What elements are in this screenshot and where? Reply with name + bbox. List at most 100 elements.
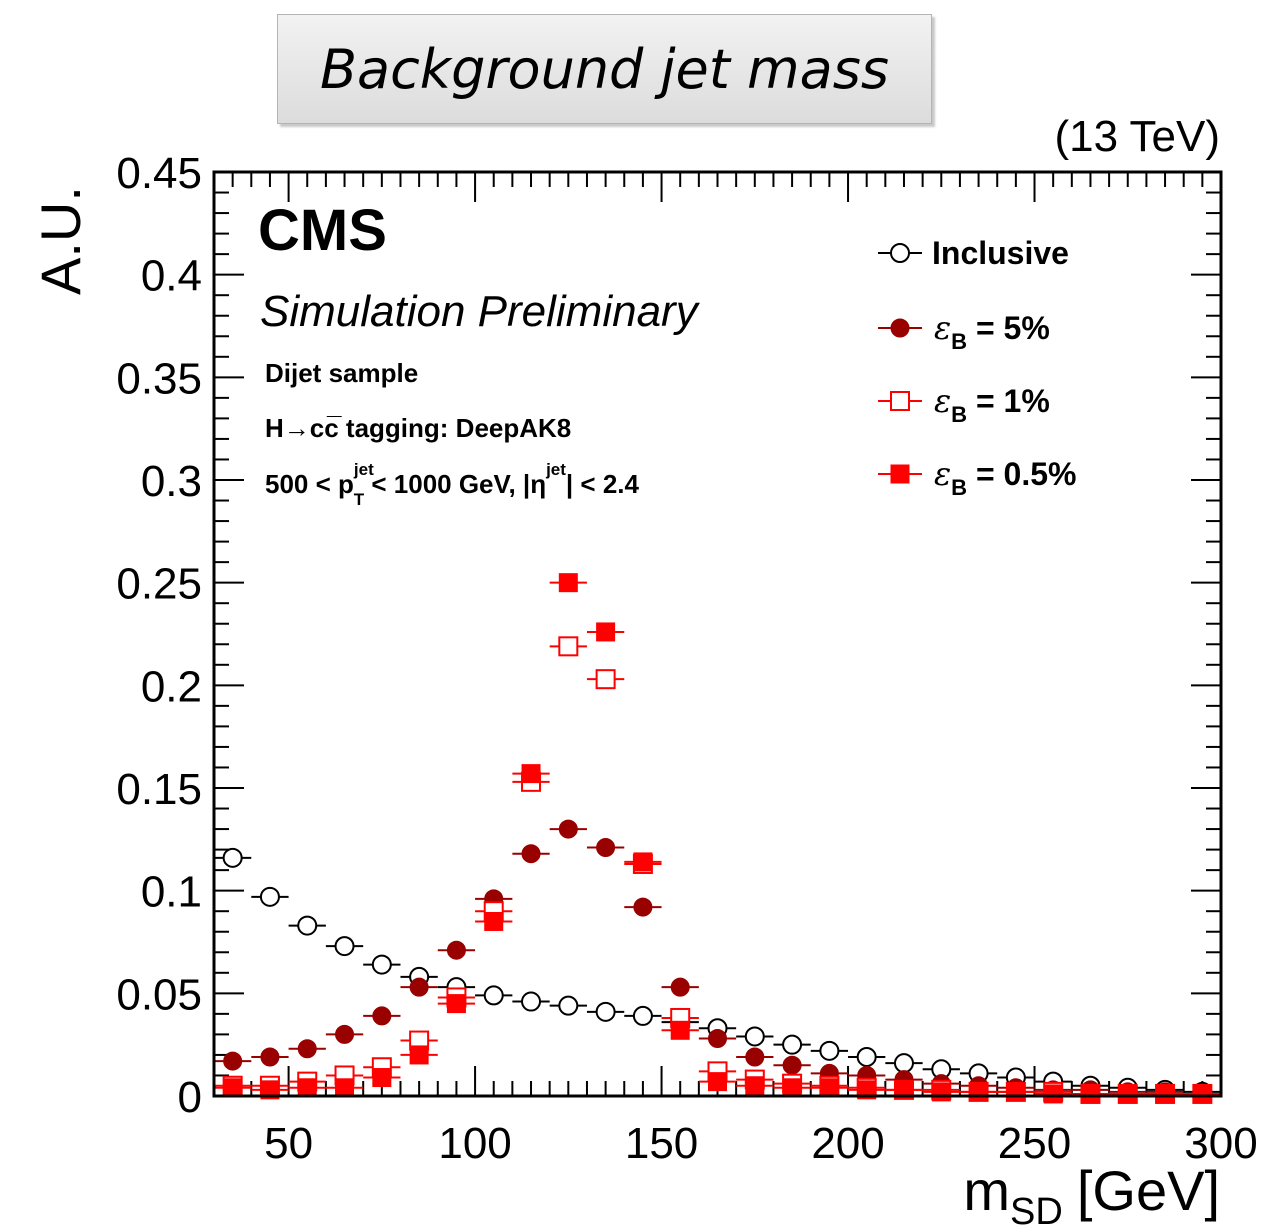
data-point <box>969 1082 989 1102</box>
x-axis-title: mSD [GeV] <box>963 1159 1220 1231</box>
data-point <box>372 1006 392 1026</box>
data-points <box>214 573 1221 1104</box>
data-point <box>1080 1084 1100 1104</box>
data-point <box>595 1001 616 1022</box>
data-point <box>708 1029 727 1049</box>
data-point <box>372 1068 392 1088</box>
series-1 <box>214 819 1221 1104</box>
legend: Inclusive εB = 5% εB = 1% εB = 0.5% <box>878 235 1076 500</box>
x-tick-label: 50 <box>264 1119 313 1168</box>
data-point <box>1192 1084 1212 1104</box>
legend-label: εB = 5% <box>934 309 1050 354</box>
data-point <box>856 1046 877 1067</box>
y-tick-label: 0.15 <box>116 765 202 814</box>
data-point <box>1118 1084 1138 1104</box>
data-point <box>260 1080 280 1100</box>
data-point <box>446 994 466 1014</box>
data-point <box>633 897 653 917</box>
x-tick-label: 150 <box>625 1119 698 1168</box>
chart-title: Background jet mass <box>319 37 890 101</box>
legend-item: Inclusive <box>878 235 1069 271</box>
data-point <box>446 940 466 960</box>
data-point <box>745 1076 765 1096</box>
legend-label: Inclusive <box>932 235 1069 271</box>
x-tick-label: 200 <box>811 1119 884 1168</box>
data-point <box>334 936 355 957</box>
simulation-label: Simulation Preliminary <box>260 287 701 336</box>
data-point <box>335 1024 355 1044</box>
legend-marker <box>890 464 910 484</box>
y-tick-label: 0.1 <box>141 868 202 917</box>
data-point <box>484 911 504 931</box>
data-point <box>558 995 579 1016</box>
energy-label: (13 TeV) <box>1054 112 1221 161</box>
data-point <box>409 1045 429 1065</box>
data-point <box>521 844 541 864</box>
legend-item: εB = 5% <box>878 309 1050 354</box>
data-point <box>670 1020 690 1040</box>
data-point <box>708 1072 727 1092</box>
series-3 <box>214 573 1221 1104</box>
y-tick-label: 0.25 <box>116 560 202 609</box>
legend-label: εB = 1% <box>934 382 1050 427</box>
y-axis-title: A.U. <box>29 186 92 295</box>
data-point <box>260 1047 280 1067</box>
data-point <box>371 954 392 975</box>
data-point <box>297 1078 317 1098</box>
x-tick-label: 300 <box>1184 1119 1257 1168</box>
data-point <box>409 977 429 997</box>
y-tick-label: 0.2 <box>141 662 202 711</box>
legend-label: εB = 0.5% <box>934 455 1076 500</box>
data-point <box>670 977 690 997</box>
y-tick-label: 0.05 <box>116 970 202 1019</box>
data-point <box>1155 1084 1175 1104</box>
data-point <box>893 1053 914 1074</box>
data-point <box>782 1034 803 1055</box>
data-point <box>745 1047 765 1067</box>
data-point <box>931 1082 951 1102</box>
data-point <box>596 622 616 642</box>
data-point <box>222 847 243 868</box>
data-point <box>632 1005 653 1026</box>
data-point <box>297 915 318 936</box>
plot-frame <box>212 170 1223 1098</box>
y-tick-label: 0.35 <box>116 354 202 403</box>
legend-item: εB = 0.5% <box>878 455 1076 500</box>
cms-label: CMS <box>258 198 387 263</box>
data-point <box>819 1040 840 1061</box>
data-point <box>297 1039 317 1059</box>
x-tick-label: 100 <box>438 1119 511 1168</box>
data-point <box>558 573 578 593</box>
data-point <box>1043 1084 1063 1104</box>
data-point <box>521 991 542 1012</box>
y-tick-label: 0.3 <box>141 457 202 506</box>
legend-marker <box>890 243 910 263</box>
legend-marker <box>890 318 910 338</box>
data-point <box>1006 1082 1026 1102</box>
tick-labels: 50 100 150 200 250 300 0 0.05 0.1 0.15 0.2 0.25 0.3 0… <box>116 149 1257 1168</box>
data-point <box>857 1080 877 1100</box>
tagging-label: H→cc̅ tagging: DeepAK8 <box>265 413 571 443</box>
data-point <box>558 636 579 657</box>
data-point <box>223 1078 243 1098</box>
data-point <box>483 985 504 1006</box>
data-point <box>558 819 578 839</box>
sample-label: Dijet sample <box>265 358 418 388</box>
legend-item: εB = 1% <box>878 382 1050 427</box>
data-point <box>521 764 541 784</box>
kinematic-label: 500 < pjet T < 1000 GeV, |ηjet| < 2.4 <box>265 460 640 509</box>
y-tick-label: 0 <box>178 1073 202 1122</box>
data-point <box>595 669 616 690</box>
data-point <box>782 1078 802 1098</box>
y-tick-label: 0.45 <box>116 149 202 198</box>
y-tick-label: 0.4 <box>141 252 202 301</box>
legend-marker <box>890 391 910 411</box>
data-point <box>596 838 616 858</box>
title-box: Background jet mass <box>277 14 932 124</box>
data-point <box>744 1026 765 1047</box>
data-point <box>782 1055 802 1075</box>
data-point <box>223 1051 243 1071</box>
data-point <box>259 886 280 907</box>
data-point <box>335 1078 355 1098</box>
